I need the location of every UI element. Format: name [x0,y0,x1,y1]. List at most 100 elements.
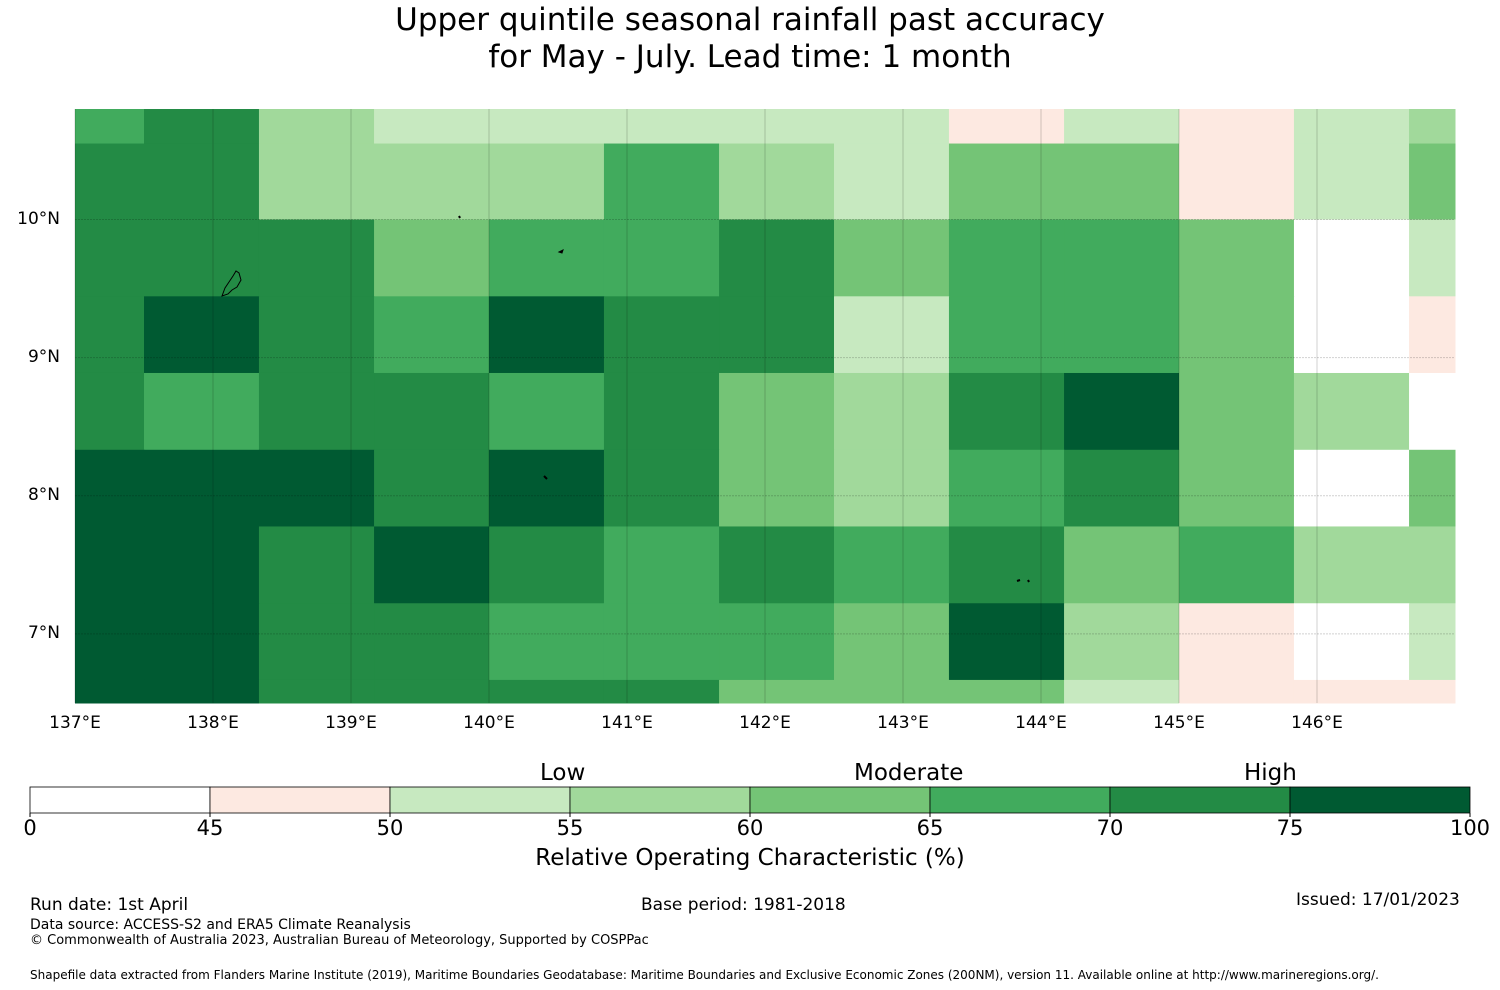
map-cell [374,603,490,681]
colorbar-bin [569,786,751,814]
lon-tick-label: 140°E [463,713,515,733]
chart-title-line-1: Upper quintile seasonal rainfall past ac… [395,2,1105,38]
run-date: Run date: 1st April [30,895,189,915]
map-cell [1293,372,1410,451]
colorbar-bin [749,786,931,814]
lon-tick-label: 141°E [601,713,653,733]
map-cell [834,143,950,221]
lon-tick-label: 138°E [187,713,239,733]
data-source: Data source: ACCESS-S2 and ERA5 Climate … [30,917,411,933]
map-cell [1293,449,1410,527]
colorbar-bin [1109,786,1291,814]
map-cell [1064,143,1180,221]
map-cell [489,449,605,527]
map-cell [374,372,490,451]
map-cell [75,372,145,451]
colorbar-tick-label: 70 [1096,816,1124,840]
lon-tick-label: 146°E [1291,713,1343,733]
map-gridlines [74,109,1455,703]
map-cell [834,109,950,145]
island-outline [557,249,564,254]
map-cell [1064,449,1180,527]
map-cell [1409,603,1456,681]
map-cell [603,109,720,145]
map-cell [144,603,260,681]
lat-tick-label: 7°N [27,622,60,643]
map-cell [1064,526,1180,604]
island-outline [221,270,242,297]
map-cell [834,526,950,604]
map-cell [144,372,260,451]
map-cell [1293,526,1410,604]
category-high-label: High [1244,760,1297,786]
map-cell [1409,679,1456,704]
map-cell [258,449,375,527]
map-cell [258,603,375,681]
colorbar-tick-label: 60 [736,816,764,840]
map-cell [144,296,260,374]
lon-tick-label: 145°E [1153,713,1205,733]
island-outlines [221,215,1030,583]
map-cell [603,526,720,604]
map-cell [1409,219,1456,297]
map-cell [834,449,950,527]
colorbar-tick-label: 45 [196,816,224,840]
map-cell [1409,449,1456,527]
map-cell [719,143,835,221]
map-cell [374,296,490,374]
map-cell [603,372,720,451]
colorbar-tick-label: 50 [376,816,404,840]
map-cell [719,219,835,297]
map-cell [144,109,260,145]
map-cell [834,603,950,681]
island-outline [458,215,461,219]
map-cell [603,603,720,681]
map-cells [75,109,1456,704]
map-cell [1179,143,1295,221]
chart-title-line-2: for May - July. Lead time: 1 month [488,39,1012,75]
map-cell [1179,219,1295,297]
map-cell [374,449,490,527]
map-cell [948,372,1065,451]
map-cell [258,109,375,145]
map-cell [1064,372,1180,451]
map-cell [1064,679,1180,704]
map-cell [719,449,835,527]
map-cell [603,679,720,704]
lon-tick-label: 143°E [877,713,929,733]
map-cell [75,679,145,704]
colorbar-tick-label: 55 [556,816,584,840]
map-cell [144,219,260,297]
map-cell [1179,526,1295,604]
map-cell [489,109,605,145]
map-cell [948,679,1065,704]
map-cell [834,219,950,297]
map-cell [834,296,950,374]
map-cell [258,296,375,374]
map-cell [489,679,605,704]
map-cell [1179,372,1295,451]
map-cell [1179,603,1295,681]
colorbar-tick-label: 65 [916,816,944,840]
map-cell [1293,679,1410,704]
map-cell [144,449,260,527]
map-cell [258,679,375,704]
map-cell [1064,219,1180,297]
map-cell [374,109,490,145]
map-cell [1179,296,1295,374]
map-cell [948,143,1065,221]
map-cell [1409,526,1456,604]
map-cell [1179,679,1295,704]
colorbar-bin [209,786,391,814]
map-cell [948,449,1065,527]
map-cell [258,526,375,604]
map-cell [374,143,490,221]
map-cell [144,143,260,221]
map-cell [374,219,490,297]
map-cell [719,603,835,681]
map-cell [489,526,605,604]
colorbar-bin [929,786,1111,814]
lat-tick-label: 8°N [27,484,60,505]
map-cell [948,296,1065,374]
map-cell [75,143,145,221]
